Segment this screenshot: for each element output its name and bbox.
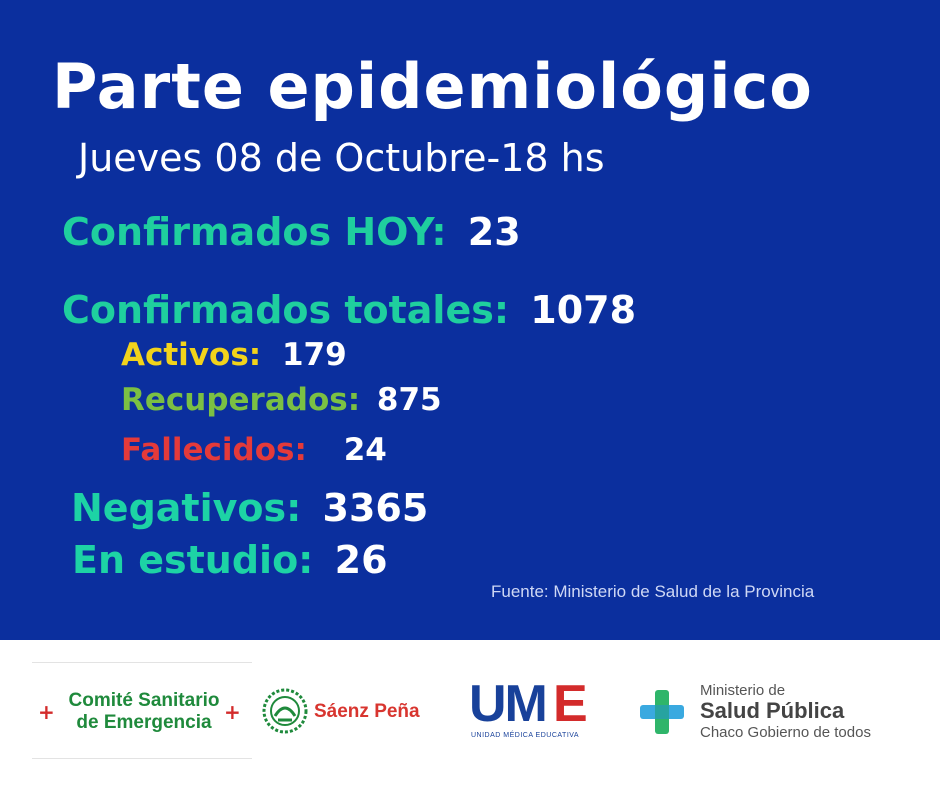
ume-letters: UM [469,675,548,733]
comite-line2: de Emergencia [76,712,212,733]
saenz-pena-logo: Sáenz Peña [262,688,442,738]
red-cross-icon: + [38,700,55,724]
logo-footer: + Comité Sanitario de Emergencia + Sáenz… [0,640,940,788]
source-note: Fuente: Ministerio de Salud de la Provin… [491,582,815,601]
stat-label: Fallecidos: [121,432,307,468]
stat-value: 26 [334,538,388,582]
saenz-pena-name: Sáenz Peña [314,701,420,722]
stat-value: 875 [376,382,442,418]
stat-negativos: Negativos: 3365 [71,486,428,530]
sunflower-emblem-icon [262,688,308,734]
ministerio-line1: Ministerio de [700,682,786,699]
ministerio-line3: Chaco Gobierno de todos [700,724,871,741]
stat-label: Negativos: [71,486,302,530]
ministerio-line2: Salud Pública [700,698,845,723]
stat-label: Activos: [121,337,262,373]
stat-value: 24 [343,432,387,468]
comite-text: Comité Sanitario de Emergencia [56,690,232,734]
divider [32,662,252,663]
report-title: Parte epidemiológico [52,50,813,123]
stat-value: 1078 [530,288,637,332]
stat-label: Recuperados: [121,382,361,418]
stat-value: 23 [467,210,521,254]
health-cross-icon [640,690,684,734]
ume-letter-e: E [553,675,588,733]
stat-label: Confirmados totales: [62,288,510,332]
stat-confirmados-hoy: Confirmados HOY: 23 [62,210,521,254]
ume-logo: UM E UNIDAD MÉDICA EDUCATIVA [469,675,599,744]
comite-line1: Comité Sanitario [68,690,220,711]
stat-value: 179 [281,337,347,373]
report-panel: Parte epidemiológico Jueves 08 de Octubr… [0,0,940,640]
stat-value: 3365 [322,486,429,530]
stat-confirmados-totales: Confirmados totales: 1078 [62,288,636,332]
stat-recuperados: Recuperados: 875 [121,382,442,418]
comite-sanitario-logo: + Comité Sanitario de Emergencia + [38,690,248,740]
report-date: Jueves 08 de Octubre-18 hs [78,136,605,180]
divider [32,758,252,759]
ministerio-logo: Ministerio de Salud Pública Chaco Gobier… [638,682,898,746]
stat-label: Confirmados HOY: [62,210,447,254]
stat-activos: Activos: 179 [121,337,347,373]
red-cross-icon: + [224,700,241,724]
ume-subtitle: UNIDAD MÉDICA EDUCATIVA [471,732,580,739]
stat-en-estudio: En estudio: 26 [72,538,388,582]
stat-label: En estudio: [72,538,314,582]
stat-fallecidos: Fallecidos: 24 [121,432,387,468]
